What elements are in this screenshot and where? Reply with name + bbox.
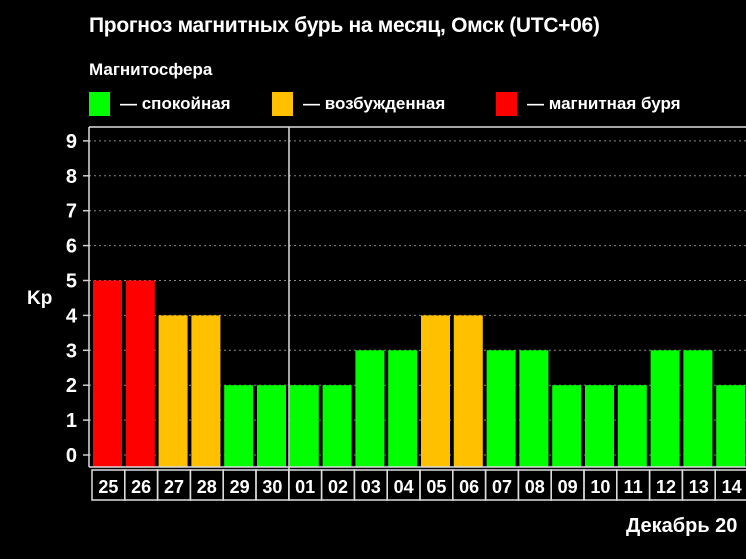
x-tick-label: 09	[558, 477, 578, 497]
y-tick-label: 1	[66, 410, 77, 432]
legend-label: — возбужденная	[303, 94, 446, 113]
y-tick-label: 2	[66, 375, 77, 397]
legend-item-quiet: — спокойная	[89, 92, 231, 116]
bar-08	[519, 350, 549, 467]
bar-12	[650, 350, 680, 467]
bar-03	[355, 350, 385, 467]
x-tick-label: 03	[361, 477, 381, 497]
x-tick-label: 04	[394, 477, 414, 497]
bar-04	[388, 350, 418, 467]
x-tick-label: 10	[590, 477, 610, 497]
y-tick-label: 3	[66, 340, 77, 362]
y-tick-label: 8	[66, 166, 77, 188]
y-tick-label: 6	[66, 236, 77, 258]
x-tick-label: 27	[164, 477, 184, 497]
bar-09	[552, 385, 582, 467]
x-tick-label: 02	[328, 477, 348, 497]
legend-item-excited: — возбужденная	[272, 92, 445, 116]
bar-25	[93, 280, 122, 467]
bar-10	[585, 385, 614, 467]
bar-11	[617, 385, 647, 467]
bar-07	[486, 350, 516, 467]
x-tick-label: 08	[525, 477, 545, 497]
x-tick-label: 13	[689, 477, 709, 497]
bar-05	[421, 315, 450, 467]
chart-title: Прогноз магнитных бурь на месяц, Омск (U…	[89, 14, 600, 37]
bar-01	[289, 385, 319, 467]
legend-swatch-green	[89, 92, 110, 116]
bar-02	[322, 385, 352, 467]
x-tick-label: 30	[262, 477, 282, 497]
x-tick-label: 25	[98, 477, 118, 497]
x-label-cell	[714, 469, 746, 501]
x-axis-month-label: Декабрь 20	[626, 515, 738, 537]
bar-29	[224, 385, 254, 467]
bar-27	[158, 315, 188, 467]
x-tick-label: 29	[230, 477, 250, 497]
x-tick-label: 06	[459, 477, 479, 497]
y-axis-label: Kp	[27, 288, 53, 309]
x-tick-label: 07	[492, 477, 512, 497]
bar-26	[125, 280, 155, 467]
x-tick-label: 14	[722, 477, 742, 497]
y-tick-label: 9	[66, 131, 77, 153]
bar-06	[453, 315, 483, 467]
y-tick-label: 7	[66, 201, 77, 223]
y-tick-label: 0	[66, 445, 77, 467]
y-tick-label: 4	[66, 305, 78, 327]
bar-13	[683, 350, 713, 467]
legend-item-storm: — магнитная буря	[496, 92, 681, 116]
x-tick-label: 12	[656, 477, 676, 497]
x-tick-label: 11	[624, 477, 643, 497]
bar-14	[716, 385, 746, 467]
bar-28	[191, 315, 221, 467]
x-tick-label: 01	[295, 477, 315, 497]
legend-swatch-red	[496, 92, 517, 116]
legend-swatch-orange	[272, 92, 293, 116]
legend-label: — спокойная	[120, 94, 231, 113]
legend-label: — магнитная буря	[527, 94, 681, 113]
x-tick-label: 05	[426, 477, 446, 497]
x-tick-label: 28	[197, 477, 217, 497]
bar-30	[257, 385, 286, 467]
y-tick-label: 5	[66, 271, 77, 293]
legend-title: Магнитосфера	[89, 60, 213, 79]
x-tick-label: 26	[131, 477, 151, 497]
